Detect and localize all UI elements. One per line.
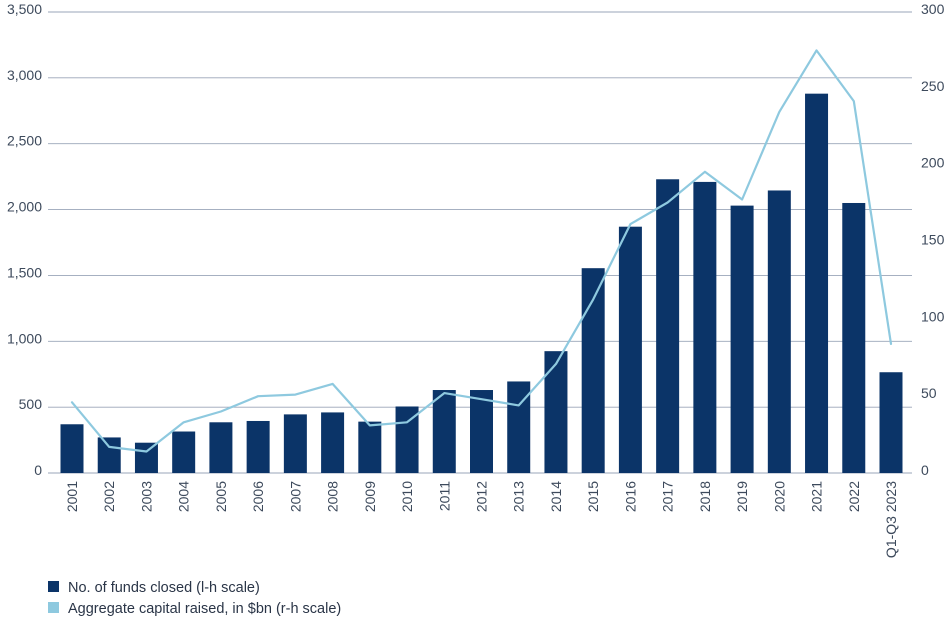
capital-raised-line bbox=[70, 49, 893, 453]
right-tick-label: 300 bbox=[921, 1, 945, 17]
legend-swatch-funds bbox=[48, 581, 59, 592]
left-tick-label: 2,500 bbox=[7, 133, 42, 149]
bar-2011 bbox=[432, 390, 456, 473]
right-tick-label: 150 bbox=[921, 232, 945, 248]
bar-q1-q3-2023 bbox=[879, 372, 903, 473]
bar-2008 bbox=[321, 412, 345, 473]
x-tick-label: Q1-Q3 2023 bbox=[883, 481, 899, 558]
x-tick-label: 2006 bbox=[250, 481, 266, 512]
x-tick-label: 2017 bbox=[660, 481, 676, 512]
bar-2012 bbox=[470, 390, 493, 473]
left-tick-label: 500 bbox=[19, 396, 43, 412]
x-tick-label: 2019 bbox=[734, 481, 750, 512]
bar-2006 bbox=[246, 420, 270, 473]
legend-label-capital: Aggregate capital raised, in $bn (r-h sc… bbox=[68, 601, 341, 617]
left-tick-label: 0 bbox=[34, 462, 42, 478]
x-tick-label: 2020 bbox=[771, 481, 787, 512]
x-tick-label: 2005 bbox=[213, 481, 229, 512]
left-tick-label: 1,000 bbox=[7, 330, 42, 346]
legend-label-funds: No. of funds closed (l-h scale) bbox=[68, 580, 260, 596]
bar-2017 bbox=[656, 179, 680, 473]
x-tick-label: 2012 bbox=[474, 481, 490, 512]
x-tick-label: 2009 bbox=[362, 481, 378, 512]
x-tick-label: 2016 bbox=[622, 481, 638, 512]
x-tick-label: 2022 bbox=[846, 481, 862, 512]
x-tick-label: 2007 bbox=[287, 481, 303, 512]
bar-2021 bbox=[805, 93, 829, 474]
bar-2009 bbox=[358, 421, 382, 473]
bar-2002 bbox=[97, 437, 121, 473]
legend-swatch-capital bbox=[48, 602, 59, 613]
x-tick-label: 2015 bbox=[585, 481, 601, 512]
bar-2003 bbox=[134, 442, 158, 473]
bar-2018 bbox=[693, 181, 717, 473]
right-tick-label: 100 bbox=[921, 308, 945, 324]
bar-2001 bbox=[60, 424, 84, 473]
right-tick-label: 200 bbox=[921, 155, 945, 171]
right-tick-label: 50 bbox=[921, 385, 937, 401]
x-tick-label: 2021 bbox=[809, 481, 825, 512]
x-tick-label: 2004 bbox=[176, 481, 192, 512]
x-tick-label: 2003 bbox=[138, 481, 154, 512]
bar-2020 bbox=[767, 190, 791, 474]
gridlines bbox=[48, 11, 912, 474]
left-tick-label: 3,000 bbox=[7, 67, 42, 83]
left-tick-label: 1,500 bbox=[7, 264, 42, 280]
bar-series bbox=[60, 93, 903, 474]
right-tick-label: 250 bbox=[921, 78, 945, 94]
x-tick-label: 2013 bbox=[511, 481, 527, 512]
x-axis: 2001 2002 2003 2004 2005 2006 2007 2008 2009 2010… bbox=[64, 481, 899, 558]
left-tick-label: 3,500 bbox=[7, 1, 42, 17]
bar-2015 bbox=[581, 268, 605, 473]
bar-2016 bbox=[618, 226, 642, 473]
legend: No. of funds closed (l-h scale) Aggregat… bbox=[48, 580, 341, 617]
x-tick-label: 2001 bbox=[64, 481, 80, 512]
bar-2019 bbox=[730, 205, 754, 473]
x-tick-label: 2008 bbox=[325, 481, 341, 512]
left-tick-label: 2,000 bbox=[7, 199, 42, 215]
x-tick-label: 2002 bbox=[101, 481, 117, 512]
right-y-axis: 0 50 100 150 200 250 300 bbox=[921, 1, 945, 478]
x-tick-label: 2018 bbox=[697, 481, 713, 512]
x-tick-label: 2010 bbox=[399, 481, 415, 512]
bar-2014 bbox=[544, 351, 568, 473]
bar-2004 bbox=[172, 431, 196, 473]
bar-2005 bbox=[209, 422, 233, 473]
line-series bbox=[70, 49, 893, 453]
x-tick-label: 2014 bbox=[548, 481, 564, 512]
bar-2022 bbox=[842, 202, 866, 473]
x-tick-label: 2011 bbox=[436, 481, 452, 511]
left-y-axis: 0 500 1,000 1,500 2,000 2,500 3,000 3,500 bbox=[7, 1, 42, 478]
bar-2007 bbox=[283, 414, 307, 473]
right-tick-label: 0 bbox=[921, 462, 929, 478]
